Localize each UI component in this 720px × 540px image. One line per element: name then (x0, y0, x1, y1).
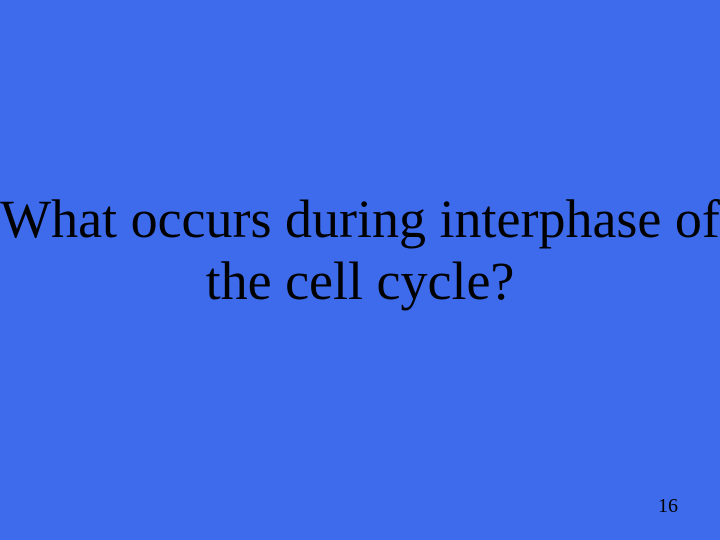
slide-container: What occurs during interphase of the cel… (0, 0, 720, 540)
page-number: 16 (658, 495, 678, 518)
question-text: What occurs during interphase of the cel… (0, 188, 720, 312)
